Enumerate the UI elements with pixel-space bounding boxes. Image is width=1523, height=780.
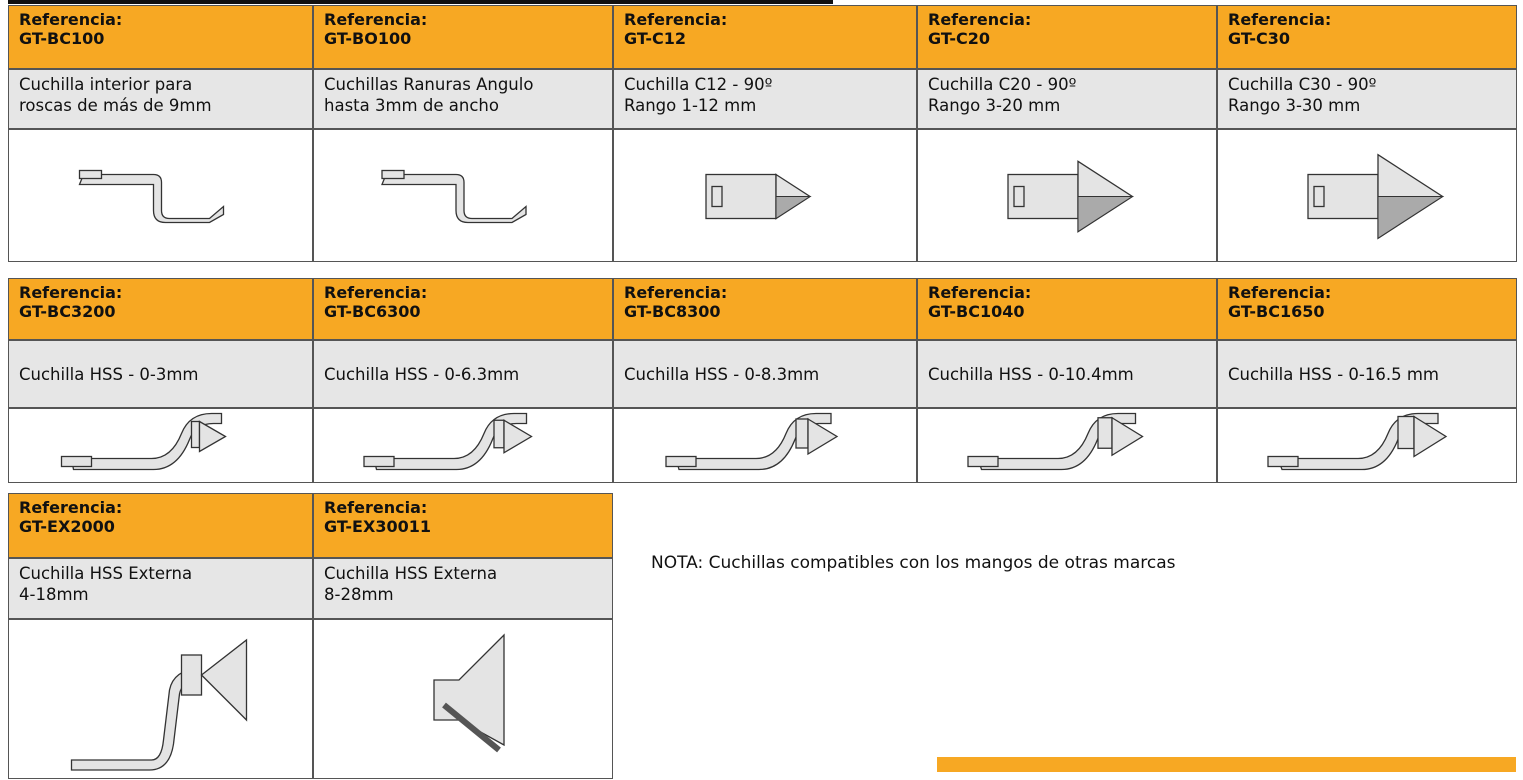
- tool-drawing: [1267, 412, 1448, 471]
- tool-drawing: [78, 169, 225, 224]
- tool-drawing: [665, 412, 839, 471]
- ref-code: GT-BC1040: [928, 302, 1025, 321]
- description-cell: Cuchilla interior para roscas de más de 9…: [8, 69, 313, 129]
- header-cell: Referencia: GT-BC3200: [8, 278, 313, 340]
- tool-drawing: [967, 412, 1144, 471]
- ref-code: GT-C12: [624, 29, 687, 48]
- ref-label: Referencia:: [324, 10, 428, 29]
- description-cell: Cuchilla HSS - 0-16.5 mm: [1217, 340, 1517, 408]
- image-cell: [313, 408, 613, 483]
- image-cell: [313, 129, 613, 262]
- header-cell: Referencia: GT-EX30011: [313, 493, 613, 558]
- header-cell: Referencia: GT-BC6300: [313, 278, 613, 340]
- description-cell: Cuchilla HSS - 0-8.3mm: [613, 340, 917, 408]
- description-line: Cuchilla interior para: [19, 75, 193, 94]
- top-rule: [8, 0, 833, 4]
- header-cell: Referencia: GT-C30: [1217, 5, 1517, 69]
- description-line: Cuchilla C30 - 90º: [1228, 75, 1377, 94]
- ref-label: Referencia:: [19, 10, 123, 29]
- header-cell: Referencia: GT-BC100: [8, 5, 313, 69]
- header-cell: Referencia: GT-BO100: [313, 5, 613, 69]
- tool-drawing: [1007, 160, 1135, 233]
- note: NOTA: Cuchillas compatibles con los mang…: [651, 553, 1176, 573]
- ref-code: GT-BC3200: [19, 302, 116, 321]
- description-line: Cuchilla HSS Externa: [324, 564, 498, 583]
- description-line: roscas de más de 9mm: [19, 96, 212, 115]
- ref-label: Referencia:: [1228, 10, 1332, 29]
- description-line: 8-28mm: [324, 585, 394, 604]
- ref-label: Referencia:: [928, 10, 1032, 29]
- ref-code: GT-BC100: [19, 29, 105, 48]
- description-cell: Cuchilla HSS - 0-10.4mm: [917, 340, 1217, 408]
- ref-label: Referencia:: [624, 283, 728, 302]
- description-cell: Cuchilla HSS - 0-6.3mm: [313, 340, 613, 408]
- header-cell: Referencia: GT-C12: [613, 5, 917, 69]
- ref-code: GT-EX30011: [324, 517, 431, 536]
- description-cell: Cuchilla HSS Externa 4-18mm: [8, 558, 313, 619]
- ref-label: Referencia:: [624, 10, 728, 29]
- image-cell: [917, 408, 1217, 483]
- description-cell: Cuchilla C30 - 90º Rango 3-30 mm: [1217, 69, 1517, 129]
- image-cell: [917, 129, 1217, 262]
- description-cell: Cuchilla C12 - 90º Rango 1-12 mm: [613, 69, 917, 129]
- description-line: Rango 3-20 mm: [928, 96, 1061, 115]
- image-cell: [613, 408, 917, 483]
- tool-drawing: [363, 412, 533, 471]
- description-line: Cuchillas Ranuras Angulo: [324, 75, 534, 94]
- header-cell: Referencia: GT-BC8300: [613, 278, 917, 340]
- description-line: Cuchilla HSS - 0-16.5 mm: [1228, 364, 1439, 384]
- image-cell: [313, 619, 613, 779]
- tool-drawing: [60, 412, 227, 471]
- tool-drawing: [381, 169, 527, 224]
- description-cell: Cuchilla HSS Externa 8-28mm: [313, 558, 613, 619]
- description-line: Cuchilla HSS - 0-6.3mm: [324, 364, 520, 384]
- description-line: hasta 3mm de ancho: [324, 96, 499, 115]
- ref-code: GT-BC8300: [624, 302, 721, 321]
- ref-code: GT-C30: [1228, 29, 1291, 48]
- footer-bar: [937, 757, 1516, 772]
- ref-label: Referencia:: [19, 283, 123, 302]
- ref-label: Referencia:: [324, 283, 428, 302]
- image-cell: [1217, 129, 1517, 262]
- ref-code: GT-EX2000: [19, 517, 115, 536]
- ref-code: GT-BO100: [324, 29, 412, 48]
- ref-label: Referencia:: [324, 498, 428, 517]
- description-line: Rango 1-12 mm: [624, 96, 757, 115]
- tool-drawing: [433, 633, 505, 753]
- header-cell: Referencia: GT-BC1040: [917, 278, 1217, 340]
- description-line: Cuchilla C20 - 90º: [928, 75, 1077, 94]
- description-line: Cuchilla HSS - 0-10.4mm: [928, 364, 1134, 384]
- description-line: Rango 3-30 mm: [1228, 96, 1361, 115]
- image-cell: [1217, 408, 1517, 483]
- description-line: Cuchilla HSS - 0-8.3mm: [624, 364, 820, 384]
- image-cell: [613, 129, 917, 262]
- description-cell: Cuchilla C20 - 90º Rango 3-20 mm: [917, 69, 1217, 129]
- description-line: 4-18mm: [19, 585, 89, 604]
- image-cell: [8, 408, 313, 483]
- description-cell: Cuchilla HSS - 0-3mm: [8, 340, 313, 408]
- ref-label: Referencia:: [928, 283, 1032, 302]
- tool-drawing: [1307, 153, 1445, 240]
- description-line: Cuchilla C12 - 90º: [624, 75, 773, 94]
- header-cell: Referencia: GT-C20: [917, 5, 1217, 69]
- ref-code: GT-BC1650: [1228, 302, 1325, 321]
- ref-label: Referencia:: [19, 498, 123, 517]
- image-cell: [8, 619, 313, 779]
- description-line: Cuchilla HSS - 0-3mm: [19, 364, 199, 384]
- ref-label: Referencia:: [1228, 283, 1332, 302]
- ref-code: GT-C20: [928, 29, 991, 48]
- tool-drawing: [705, 173, 812, 220]
- header-cell: Referencia: GT-EX2000: [8, 493, 313, 558]
- description-cell: Cuchillas Ranuras Angulo hasta 3mm de anc…: [313, 69, 613, 129]
- description-line: Cuchilla HSS Externa: [19, 564, 193, 583]
- ref-code: GT-BC6300: [324, 302, 421, 321]
- image-cell: [8, 129, 313, 262]
- header-cell: Referencia: GT-BC1650: [1217, 278, 1517, 340]
- tool-drawing: [70, 638, 248, 771]
